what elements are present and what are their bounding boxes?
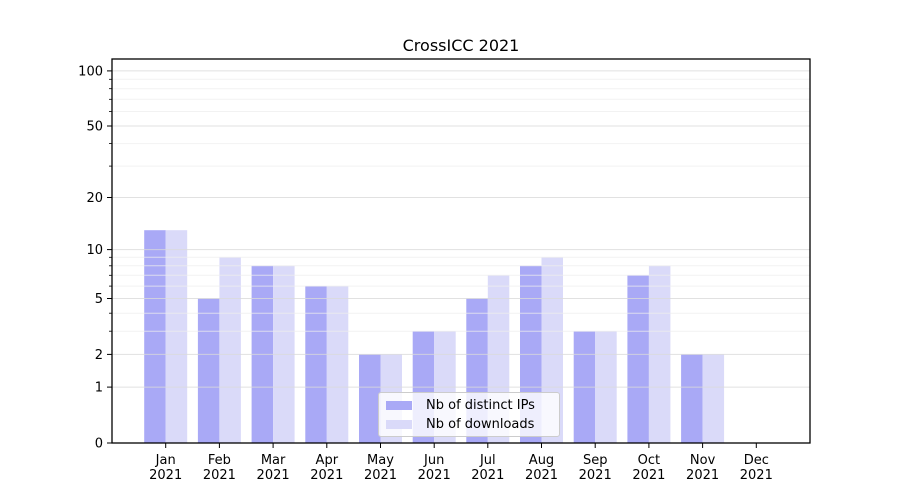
- y-tick-label: 0: [95, 437, 103, 452]
- bar-nb-of-downloads-jan: [165, 230, 188, 443]
- legend: Nb of distinct IPs Nb of downloads: [378, 392, 560, 437]
- x-tick-label-month: Jul: [479, 453, 496, 468]
- legend-swatch-downloads: [386, 419, 412, 429]
- legend-item-downloads: Nb of downloads: [379, 415, 559, 433]
- y-tick-label: 10: [86, 243, 103, 258]
- x-tick-label-year: 2021: [257, 468, 290, 483]
- bar-nb-of-downloads-nov: [702, 354, 725, 443]
- bar-nb-of-downloads-apr: [326, 286, 349, 443]
- x-tick-label-month: Aug: [529, 453, 554, 468]
- x-tick-label-year: 2021: [203, 468, 236, 483]
- x-tick-label-month: Apr: [316, 453, 339, 468]
- x-tick-label-year: 2021: [740, 468, 773, 483]
- x-tick-label-month: Jan: [155, 453, 176, 468]
- x-tick-label-month: Oct: [638, 453, 660, 468]
- x-tick-label-year: 2021: [471, 468, 504, 483]
- legend-label-distinct-ips: Nb of distinct IPs: [426, 397, 535, 413]
- x-tick-label-year: 2021: [418, 468, 451, 483]
- legend-label-downloads: Nb of downloads: [426, 416, 535, 432]
- x-tick-label-month: Feb: [208, 453, 231, 468]
- x-tick-label-year: 2021: [149, 468, 182, 483]
- x-tick-label-year: 2021: [364, 468, 397, 483]
- x-tick-label-year: 2021: [579, 468, 612, 483]
- x-tick-label-month: Mar: [261, 453, 286, 468]
- bar-nb-of-distinct-ips-may: [359, 354, 381, 443]
- y-tick-label: 1: [95, 381, 103, 396]
- x-tick-label-month: Nov: [690, 453, 716, 468]
- y-tick-label: 50: [86, 120, 103, 135]
- bar-nb-of-distinct-ips-apr: [305, 286, 327, 443]
- bar-nb-of-distinct-ips-oct: [627, 275, 649, 443]
- bar-nb-of-downloads-feb: [219, 257, 241, 443]
- x-tick-label-year: 2021: [686, 468, 719, 483]
- legend-item-distinct-ips: Nb of distinct IPs: [379, 396, 559, 414]
- chart-title: CrossICC 2021: [402, 36, 520, 55]
- legend-swatch-distinct-ips: [386, 400, 412, 410]
- y-tick-label: 2: [95, 348, 103, 363]
- y-tick-label: 5: [95, 292, 103, 307]
- y-tick-label: 20: [86, 191, 103, 206]
- y-tick-label: 100: [78, 64, 103, 79]
- x-tick-label-month: Sep: [583, 453, 608, 468]
- plot-border: [111, 58, 811, 444]
- x-tick-label-month: Dec: [744, 453, 769, 468]
- x-tick-label-year: 2021: [632, 468, 665, 483]
- x-tick-label-year: 2021: [310, 468, 343, 483]
- bar-nb-of-distinct-ips-jan: [144, 230, 166, 443]
- bar-nb-of-distinct-ips-nov: [681, 354, 703, 443]
- x-tick-label-year: 2021: [525, 468, 558, 483]
- x-tick-label-month: Jun: [423, 453, 444, 468]
- x-tick-label-month: May: [367, 453, 394, 468]
- bar-nb-of-distinct-ips-feb: [197, 298, 220, 443]
